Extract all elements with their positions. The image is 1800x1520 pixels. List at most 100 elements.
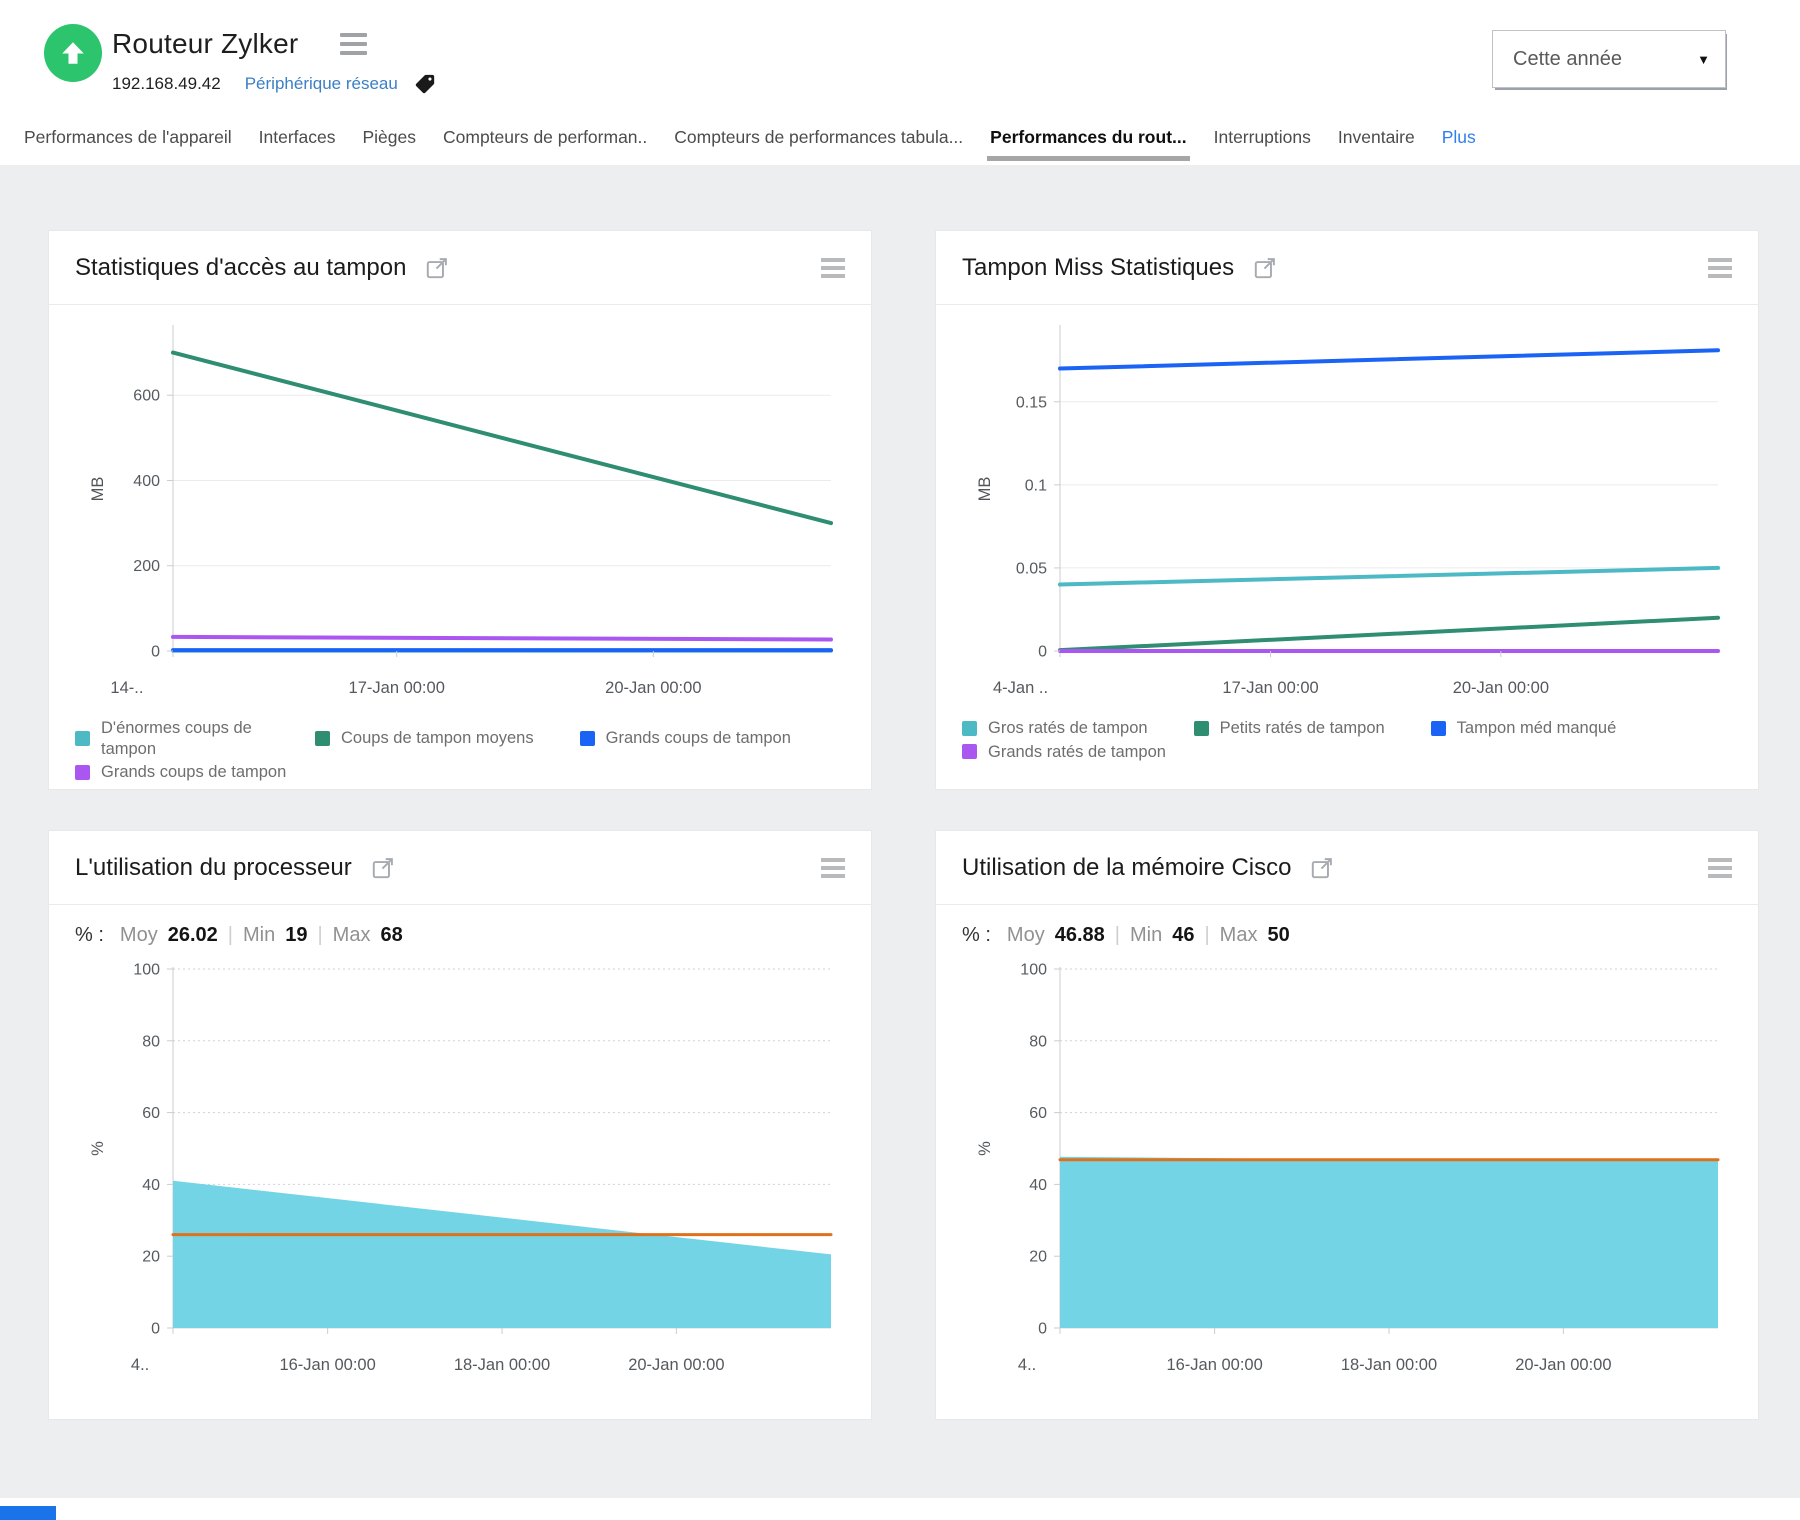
tab-inventaire[interactable]: Inventaire <box>1337 127 1415 147</box>
stats-avg-value: 46.88 <box>1054 924 1105 946</box>
svg-text:20-Jan 00:00: 20-Jan 00:00 <box>1515 1356 1611 1374</box>
svg-text:0.05: 0.05 <box>1016 560 1047 577</box>
legend-item[interactable]: Petits ratés de tampon <box>1193 718 1385 739</box>
panel-cisco-memory-utilization: Utilisation de la mémoire Cisco % : Moy … <box>935 830 1759 1420</box>
tab-interfaces[interactable]: Interfaces <box>258 127 336 147</box>
svg-text:17-Jan 00:00: 17-Jan 00:00 <box>1222 679 1318 697</box>
svg-text:0: 0 <box>151 644 160 661</box>
tag-icon[interactable] <box>414 73 436 95</box>
stats-row: % : Moy 26.02 | Min 19 | Max 68 <box>49 905 871 947</box>
svg-text:16-Jan 00:00: 16-Jan 00:00 <box>1166 1356 1262 1374</box>
open-in-new-icon[interactable] <box>1252 255 1278 281</box>
legend-label: D'énormes coups de tampon <box>101 719 252 758</box>
svg-text:100: 100 <box>133 962 160 979</box>
tab-performances-du-rout[interactable]: Performances du rout... <box>987 127 1191 161</box>
legend-color-chip <box>1193 720 1209 736</box>
stats-min-label: Min <box>1129 924 1163 946</box>
svg-text:20-Jan 00:00: 20-Jan 00:00 <box>1453 679 1549 697</box>
legend-item[interactable]: Tampon méd manqué <box>1430 718 1616 739</box>
chart-buffer-hit-stats: 0 200 400 600 14-.. 17-Jan 00:00 20-Jan 00:00 M… <box>89 325 833 697</box>
svg-text:100: 100 <box>1020 962 1047 979</box>
svg-text:MB: MB <box>976 477 994 502</box>
svg-text:20: 20 <box>142 1249 160 1266</box>
svg-text:18-Jan 00:00: 18-Jan 00:00 <box>1341 1356 1437 1374</box>
panel-title: Tampon Miss Statistiques <box>962 253 1235 281</box>
svg-text:16-Jan 00:00: 16-Jan 00:00 <box>279 1356 375 1374</box>
stats-min-value: 46 <box>1172 924 1195 946</box>
open-in-new-icon[interactable] <box>370 855 396 881</box>
panel-title: Statistiques d'accès au tampon <box>75 253 407 281</box>
panel-buffer-miss-stats: Tampon Miss Statistiques 0 0.05 0.1 0.15 4-J… <box>935 230 1759 790</box>
device-actions-menu-icon[interactable] <box>340 33 368 55</box>
svg-text:%: % <box>976 1141 994 1156</box>
legend-label: Grands ratés de tampon <box>988 742 1166 761</box>
stats-unit: % : <box>962 924 991 946</box>
device-header: Routeur Zylker 192.168.49.42 Périphériqu… <box>0 0 1800 118</box>
stats-unit: % : <box>75 924 104 946</box>
svg-text:600: 600 <box>133 388 160 405</box>
panel-menu-icon[interactable] <box>821 857 845 878</box>
stats-min-value: 19 <box>285 924 308 946</box>
panel-menu-icon[interactable] <box>1708 257 1732 278</box>
panel-menu-icon[interactable] <box>1708 857 1732 878</box>
panel-cpu-utilization: L'utilisation du processeur % : Moy 26.0… <box>48 830 872 1420</box>
svg-text:4-Jan ..: 4-Jan .. <box>993 679 1048 697</box>
panel-menu-icon[interactable] <box>821 257 845 278</box>
tab-pi-ges[interactable]: Pièges <box>362 127 416 147</box>
arrow-up-icon <box>62 42 84 64</box>
device-ip: 192.168.49.42 <box>112 74 221 93</box>
svg-text:0: 0 <box>1038 1321 1047 1338</box>
stats-separator: | <box>227 924 233 946</box>
svg-text:40: 40 <box>1029 1177 1047 1194</box>
legend-label: Coups de tampon moyens <box>341 729 534 748</box>
stats-max-label: Max <box>1219 924 1258 946</box>
chart-cisco-memory-utilization: 0 20 40 60 80 100 4.. 16-Jan 00:00 18-Jan 00:00 2… <box>976 962 1720 1374</box>
stats-avg-label: Moy <box>119 924 158 946</box>
legend-item[interactable]: Grands ratés de tampon <box>962 742 1166 763</box>
chart-cpu-utilization: 0 20 40 60 80 100 4.. 16-Jan 00:00 18-Jan 00:00 2… <box>89 962 833 1374</box>
svg-text:200: 200 <box>133 558 160 575</box>
svg-text:18-Jan 00:00: 18-Jan 00:00 <box>454 1356 550 1374</box>
page-footer <box>0 1498 1800 1520</box>
open-in-new-icon[interactable] <box>1309 855 1335 881</box>
legend-color-chip <box>1430 720 1446 736</box>
tab-compteurs-de-performances-tabula[interactable]: Compteurs de performances tabula... <box>674 127 964 147</box>
panel-buffer-hit-stats: Statistiques d'accès au tampon 0 200 400 60… <box>48 230 872 790</box>
panel-title: L'utilisation du processeur <box>75 853 352 881</box>
legend-item[interactable]: Gros ratés de tampon <box>962 718 1148 739</box>
tab-plus[interactable]: Plus <box>1441 127 1476 147</box>
stats-avg-value: 26.02 <box>167 924 218 946</box>
svg-text:0: 0 <box>1038 644 1047 661</box>
legend-label: Grands coups de tampon <box>605 729 791 748</box>
legend-color-chip <box>75 731 90 747</box>
tab-interruptions[interactable]: Interruptions <box>1213 127 1311 147</box>
legend-color-chip <box>579 731 595 747</box>
device-category-link[interactable]: Périphérique réseau <box>244 74 398 93</box>
legend-color-chip <box>962 744 977 760</box>
stats-row: % : Moy 46.88 | Min 46 | Max 50 <box>936 905 1758 947</box>
tab-compteurs-de-performan[interactable]: Compteurs de performan.. <box>443 127 648 147</box>
svg-text:0: 0 <box>151 1321 160 1338</box>
tab-performances-de-l-appareil[interactable]: Performances de l'appareil <box>24 127 232 147</box>
svg-text:400: 400 <box>133 473 160 490</box>
period-select[interactable]: Cette année ▼ <box>1492 30 1726 88</box>
legend-item[interactable]: Grands coups de tampon <box>75 762 286 783</box>
legend: D'énormes coups de tampon Coups de tampon… <box>49 706 871 783</box>
svg-text:4..: 4.. <box>131 1356 149 1374</box>
legend-item[interactable]: Coups de tampon moyens <box>315 718 534 759</box>
legend-item[interactable]: D'énormes coups de tampon <box>75 718 269 759</box>
page-title: Routeur Zylker <box>112 28 299 59</box>
svg-text:20-Jan 00:00: 20-Jan 00:00 <box>628 1356 724 1374</box>
legend-label: Petits ratés de tampon <box>1219 719 1385 737</box>
stats-max-value: 50 <box>1267 924 1290 946</box>
stats-min-label: Min <box>242 924 276 946</box>
svg-text:20-Jan 00:00: 20-Jan 00:00 <box>605 679 701 697</box>
svg-text:14-..: 14-.. <box>110 679 143 697</box>
dashboard-content: Statistiques d'accès au tampon 0 200 400 60… <box>0 165 1800 1498</box>
open-in-new-icon[interactable] <box>424 255 450 281</box>
legend-item[interactable]: Grands coups de tampon <box>579 718 791 759</box>
svg-text:40: 40 <box>142 1177 160 1194</box>
svg-text:MB: MB <box>89 477 107 502</box>
footer-accent-bar <box>0 1506 56 1520</box>
svg-text:20: 20 <box>1029 1249 1047 1266</box>
